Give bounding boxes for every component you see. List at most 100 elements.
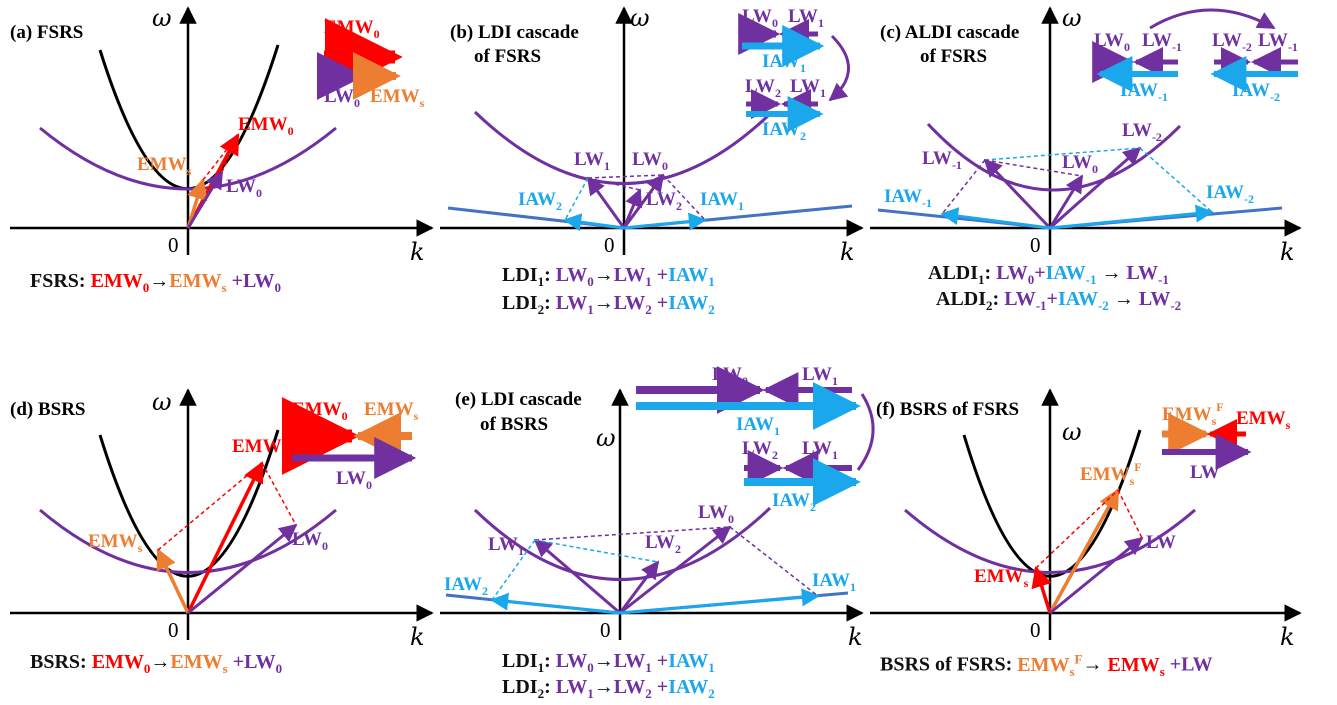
legend-label: LW2 xyxy=(742,438,778,462)
omega-label: ω xyxy=(152,388,172,416)
dashed xyxy=(984,159,1083,177)
emw0-label: EMW0 xyxy=(238,114,294,138)
panel-a-title: (a) FSRS xyxy=(10,22,83,43)
caption-label: BSRS of FSRS: xyxy=(880,653,1013,676)
caption-label: BSRS: xyxy=(30,651,87,673)
legend-lw0-label: LW0 xyxy=(324,86,360,110)
omega-label: ω xyxy=(596,424,616,452)
caption-label: FSRS: xyxy=(30,270,86,292)
legend-iaw1-label: IAW1 xyxy=(762,51,806,75)
legend-label: EMWs xyxy=(364,399,419,423)
legend-emws-label: EMWs xyxy=(370,86,425,110)
dashed xyxy=(1117,489,1143,539)
emwsf-label: EMWsF xyxy=(1080,460,1142,488)
iaw1-vector xyxy=(623,212,707,231)
origin-label: 0 xyxy=(1030,618,1041,642)
lw0-vector xyxy=(186,170,224,229)
dashed xyxy=(261,462,297,526)
k-label: k xyxy=(410,623,425,651)
legend-lw0-label: LW0 xyxy=(742,6,778,30)
panel-e-title-2: of BSRS xyxy=(480,414,548,435)
iaw-1-vector xyxy=(940,207,1051,230)
lw2-vector xyxy=(622,188,643,229)
langmuir-dispersion-curve xyxy=(473,110,774,185)
panel-c-caption-2: ALDI2: LW-1+IAW-2 → LW-2 xyxy=(936,288,1182,313)
panel-e: (e) LDI cascade of BSRS ω k 0 LW1 LW0 LW… xyxy=(440,364,875,651)
legend-label: LW0 xyxy=(336,468,372,492)
dashed xyxy=(534,539,659,563)
langmuir-dispersion-curve xyxy=(926,122,1182,192)
legend-label: LW-2 xyxy=(1212,30,1252,54)
panel-e-caption-2: LDI2: LW1→LW2 +IAW2 xyxy=(502,676,715,701)
legend-label: LW1 xyxy=(802,438,838,462)
lw0-vector xyxy=(1048,174,1084,229)
panel-d-caption: BSRS: EMW0→EMWs +LW0 xyxy=(30,651,283,676)
iaw1-label: IAW1 xyxy=(812,570,856,594)
legend-label: IAW-2 xyxy=(1232,80,1280,104)
panel-b-caption-1: LDI1: LW0→LW1 +IAW1 xyxy=(502,264,715,289)
legend-lw1b-label: LW1 xyxy=(790,76,826,100)
k-label: k xyxy=(1280,623,1295,651)
lw-2-vector xyxy=(1049,146,1142,230)
dashed xyxy=(587,174,664,179)
cascade-curved-arrow xyxy=(1149,8,1276,30)
panel-c-title-1: (c) ALDI cascade xyxy=(880,22,1019,43)
dashed xyxy=(564,177,589,221)
panel-c: (c) ALDI cascade of FSRS ω k 0 LW-1 LW0 … xyxy=(870,4,1302,266)
legend-label: LW xyxy=(1190,462,1220,483)
emws-label: EMWs xyxy=(974,566,1029,590)
origin-label: 0 xyxy=(168,618,179,642)
panel-e-caption-1: LDI1: LW0→LW1 +IAW1 xyxy=(502,650,715,675)
legend-label: LW-1 xyxy=(1142,30,1182,54)
lw2-vector xyxy=(618,560,660,614)
lw0-label: LW0 xyxy=(226,176,262,200)
emw0-dashed xyxy=(202,134,239,181)
em-dispersion-curve xyxy=(98,429,280,578)
emws-vector xyxy=(156,548,190,614)
legend-label: LW1 xyxy=(802,364,838,388)
legend-lw1-label: LW1 xyxy=(788,6,824,30)
iaw2-vector xyxy=(490,592,621,615)
lw-2-label: LW-2 xyxy=(1122,120,1162,144)
legend-label: LW-1 xyxy=(1258,30,1298,54)
emws-vector xyxy=(186,177,208,229)
lw-vector xyxy=(1049,536,1144,615)
lw1-label: LW1 xyxy=(574,149,610,173)
dashed xyxy=(941,159,986,215)
lw2-label: LW2 xyxy=(645,532,681,556)
iaw-1-label: IAW-1 xyxy=(884,186,932,210)
emws-label: EMWs xyxy=(137,154,192,178)
lw0-label: LW0 xyxy=(292,529,328,553)
cascade-curved-line xyxy=(856,393,875,471)
legend-label: EMWsF xyxy=(1162,400,1224,428)
k-label: k xyxy=(840,238,855,266)
dashed xyxy=(491,539,536,601)
k-label: k xyxy=(848,623,863,651)
dashed xyxy=(984,147,1141,161)
panel-c-caption-1: ALDI1: LW0+IAW-1 → LW-1 xyxy=(928,262,1169,287)
omega-label: ω xyxy=(1062,418,1082,446)
lw-label: LW xyxy=(1146,532,1176,553)
dashed xyxy=(1139,147,1213,213)
legend-label: IAW2 xyxy=(772,490,816,514)
lw1-vector xyxy=(586,176,626,229)
legend-label: IAW-1 xyxy=(1120,80,1168,104)
dashed xyxy=(157,462,263,551)
lw2-label: LW2 xyxy=(646,189,682,213)
lw0-vector xyxy=(187,523,298,615)
lw1-vector xyxy=(533,538,621,615)
legend-iaw2-label: IAW2 xyxy=(762,119,806,143)
iaw-2-vector xyxy=(1049,204,1214,230)
panel-b-caption-2: LDI2: LW1→LW2 +IAW2 xyxy=(502,292,715,317)
lw0-label: LW0 xyxy=(698,502,734,526)
panel-b-title-2: of FSRS xyxy=(474,46,541,67)
legend-label: LW0 xyxy=(712,364,748,388)
dashed xyxy=(1035,489,1119,569)
lw0-label: LW0 xyxy=(1062,152,1098,176)
origin-label: 0 xyxy=(600,618,611,642)
omega-label: ω xyxy=(630,4,650,32)
lw1-label: LW1 xyxy=(488,534,524,558)
panel-e-title-1: (e) LDI cascade xyxy=(455,389,582,410)
origin-label: 0 xyxy=(604,233,615,257)
